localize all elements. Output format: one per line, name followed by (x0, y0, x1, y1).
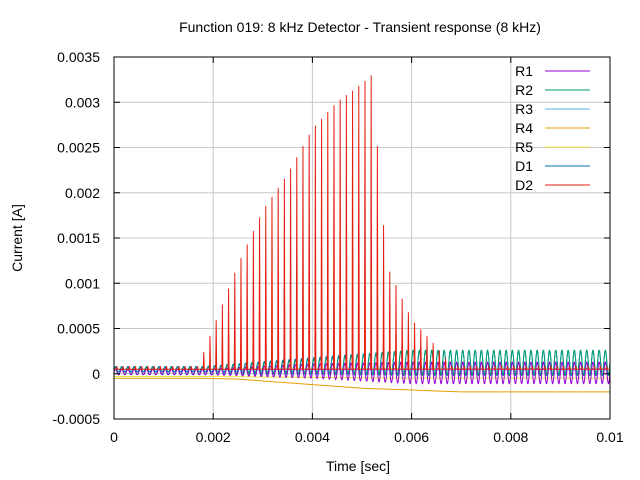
series-layer (113, 75, 611, 393)
x-tick-label: 0.006 (394, 429, 429, 445)
y-tick-label: 0 (92, 366, 100, 382)
y-tick-label: 0.0035 (57, 49, 100, 65)
x-tick-label: 0.004 (295, 429, 330, 445)
x-tick-label: 0.01 (596, 429, 623, 445)
x-tick-label: 0 (110, 429, 118, 445)
y-tick-label: 0.002 (65, 185, 100, 201)
chart-title: Function 019: 8 kHz Detector - Transient… (179, 19, 541, 35)
y-axis-label: Current [A] (9, 204, 25, 272)
x-tick-label: 0.002 (196, 429, 231, 445)
legend-label-d2: D2 (515, 177, 533, 193)
legend-label-r5: R5 (515, 139, 533, 155)
x-axis-label: Time [sec] (326, 458, 390, 474)
y-tick-label: 0.003 (65, 94, 100, 110)
x-tick-label: 0.008 (493, 429, 528, 445)
y-tick-label: -0.0005 (53, 411, 101, 427)
legend-label-r3: R3 (515, 101, 533, 117)
grid-layer (114, 57, 610, 419)
series-line-r2 (113, 349, 611, 377)
series-line-d2 (114, 75, 610, 370)
y-tick-label: 0.0015 (57, 230, 100, 246)
legend-label-r1: R1 (515, 63, 533, 79)
legend-label-d1: D1 (515, 158, 533, 174)
y-tick-label: 0.0005 (57, 321, 100, 337)
tick-layer: 0 0.002 0.004 0.006 0.008 0.01 -0.0005 0 0.0005 0… (53, 49, 624, 445)
legend: R1 R2 R3 R4 R5 D1 D2 (515, 63, 590, 193)
legend-label-r4: R4 (515, 120, 533, 136)
legend-label-r2: R2 (515, 82, 533, 98)
y-tick-label: 0.001 (65, 275, 100, 291)
series-line-r5 (114, 375, 610, 379)
series-line-r4 (114, 377, 610, 393)
y-tick-label: 0.0025 (57, 140, 100, 156)
